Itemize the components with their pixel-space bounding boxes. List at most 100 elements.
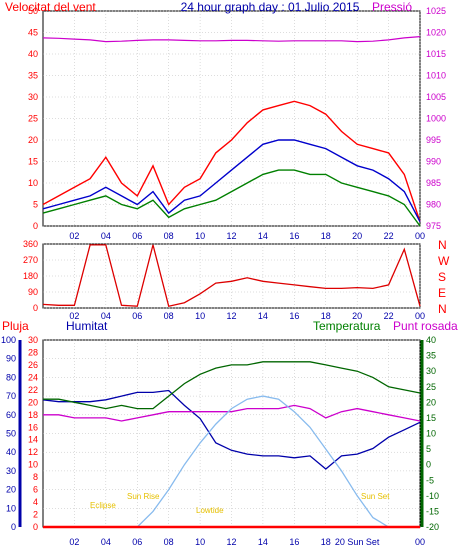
- x-tick-label-climate: 00: [415, 537, 425, 547]
- series-layer: [42, 36, 421, 529]
- x-tick-label-direction: 12: [226, 311, 236, 321]
- direction-tick-label: 360: [23, 239, 38, 249]
- x-tick-label-wind: 22: [384, 231, 394, 241]
- x-tick-label-direction: 10: [195, 311, 205, 321]
- temperature-tick-label: 10: [426, 429, 436, 439]
- rain-tick-label: 16: [28, 422, 38, 432]
- pressure-tick-label: 1000: [426, 114, 446, 124]
- rain-tick-label: 20: [28, 397, 38, 407]
- humidity-tick-label: 80: [6, 372, 16, 382]
- pressure-tick-label: 995: [426, 135, 441, 145]
- compass-letter-label: N: [438, 302, 447, 316]
- x-tick-label-wind: 20: [352, 231, 362, 241]
- humidity-tick-label: 70: [6, 391, 16, 401]
- x-tick-label-climate: 16: [289, 537, 299, 547]
- x-tick-label-climate: 20 Sun Set: [335, 537, 380, 547]
- x-tick-label-wind: 00: [415, 231, 425, 241]
- series-line-punt-rosada: [43, 404, 421, 422]
- rain-tick-label: 2: [33, 510, 38, 520]
- direction-tick-label: 90: [28, 287, 38, 297]
- rain-axis-label: Pluja: [2, 319, 29, 333]
- x-tick-label-direction: 06: [132, 311, 142, 321]
- series-line-ratxa: [42, 169, 421, 227]
- x-tick-label-direction: 22: [384, 311, 394, 321]
- temperature-tick-label: -5: [426, 475, 434, 485]
- pressure-axis-label: Pressió: [372, 0, 412, 14]
- x-tick-label-wind: 16: [289, 231, 299, 241]
- rain-tick-label: 6: [33, 485, 38, 495]
- x-tick-label-wind: 18: [321, 231, 331, 241]
- x-tick-label-climate: 12: [226, 537, 236, 547]
- x-tick-label-direction: 14: [258, 311, 268, 321]
- series-line-mitjana: [42, 139, 421, 223]
- x-tick-label-direction: 16: [289, 311, 299, 321]
- humidity-axis-label: Humitat: [66, 319, 108, 333]
- x-tick-label-wind: 10: [195, 231, 205, 241]
- rain-tick-label: 30: [28, 335, 38, 345]
- temperature-tick-label: 35: [426, 351, 436, 361]
- humidity-tick-label: 100: [1, 335, 16, 345]
- rain-tick-label: 0: [33, 522, 38, 532]
- series-line-velocitat-del-vent: [42, 100, 421, 222]
- pressure-tick-label: 1005: [426, 92, 446, 102]
- temperature-tick-label: -20: [426, 522, 439, 532]
- pressure-tick-label: 1025: [426, 6, 446, 16]
- humidity-tick-label: 50: [6, 429, 16, 439]
- x-tick-label-direction: 18: [321, 311, 331, 321]
- temperature-tick-label: 25: [426, 382, 436, 392]
- temperature-tick-label: -10: [426, 491, 439, 501]
- compass-letter-label: N: [438, 238, 447, 252]
- wind-speed-tick-label: 35: [28, 71, 38, 81]
- direction-tick-label: 0: [33, 303, 38, 313]
- x-tick-label-climate: 04: [101, 537, 111, 547]
- wind-speed-tick-label: 45: [28, 28, 38, 38]
- wind-speed-tick-label: 40: [28, 49, 38, 59]
- humidity-tick-label: 20: [6, 485, 16, 495]
- wind-speed-tick-label: 30: [28, 92, 38, 102]
- humidity-tick-label: 40: [6, 447, 16, 457]
- annotation-sunrise: Sun Rise: [127, 492, 160, 501]
- humidity-tick-label: 30: [6, 466, 16, 476]
- rain-tick-label: 26: [28, 360, 38, 370]
- x-tick-label-direction: 02: [69, 311, 79, 321]
- temperature-tick-label: 30: [426, 366, 436, 376]
- rain-tick-label: 24: [28, 372, 38, 382]
- x-tick-label-wind: 08: [164, 231, 174, 241]
- x-tick-label-wind: 12: [226, 231, 236, 241]
- x-tick-label-climate: 08: [164, 537, 174, 547]
- annotation-sunset: Sun Set: [361, 492, 390, 501]
- temperature-tick-label: 15: [426, 413, 436, 423]
- temperature-tick-label: 40: [426, 335, 436, 345]
- grid-lines: [18, 10, 424, 528]
- direction-tick-label: 180: [23, 271, 38, 281]
- series-line-temperatura: [43, 361, 421, 410]
- pressure-tick-label: 985: [426, 178, 441, 188]
- x-tick-label-climate: 18: [321, 537, 331, 547]
- humidity-tick-label: 10: [6, 503, 16, 513]
- series-line-pressi-: [42, 36, 421, 43]
- rain-tick-label: 14: [28, 435, 38, 445]
- temperature-tick-label: 0: [426, 460, 431, 470]
- wind-speed-tick-label: 5: [33, 200, 38, 210]
- x-tick-label-direction: 08: [164, 311, 174, 321]
- dewpoint-axis-label: Punt rosada: [393, 319, 458, 333]
- rain-tick-label: 22: [28, 385, 38, 395]
- rain-tick-label: 12: [28, 447, 38, 457]
- compass-letter-label: W: [438, 254, 450, 268]
- temperature-axis-label: Temperatura: [313, 319, 381, 333]
- temperature-tick-label: -15: [426, 506, 439, 516]
- wind-panel-frame: [42, 10, 421, 227]
- temperature-tick-label: 20: [426, 397, 436, 407]
- rain-tick-label: 8: [33, 472, 38, 482]
- pressure-tick-label: 1010: [426, 71, 446, 81]
- wind-speed-tick-label: 50: [28, 6, 38, 16]
- x-tick-label-wind: 06: [132, 231, 142, 241]
- wind-speed-tick-label: 0: [33, 221, 38, 231]
- temperature-tick-label: 5: [426, 444, 431, 454]
- series-line-direccio: [42, 244, 421, 307]
- x-tick-label-direction: 20: [352, 311, 362, 321]
- x-tick-label-climate: 14: [258, 537, 268, 547]
- annotation-lowtide: Lowtide: [196, 506, 224, 515]
- annotation-eclipse: Eclipse: [90, 501, 116, 510]
